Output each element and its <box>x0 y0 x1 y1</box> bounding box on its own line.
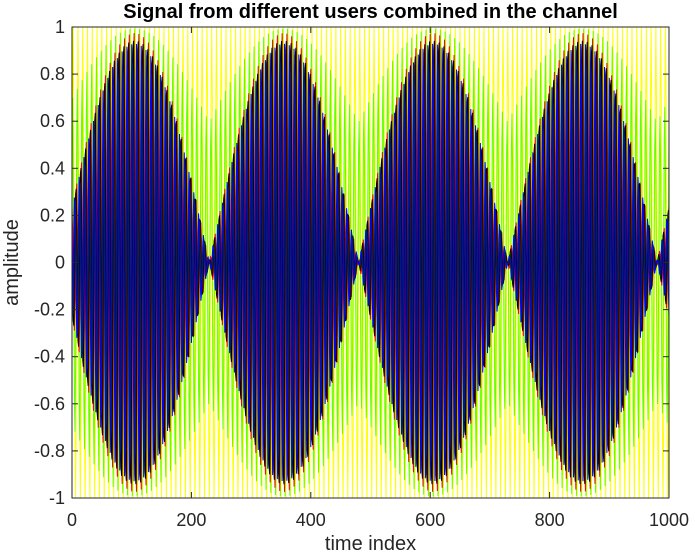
y-tick-label: 0.6 <box>40 111 65 131</box>
y-tick-label: 0 <box>55 253 65 273</box>
series-layer <box>71 26 670 499</box>
series-line-6 <box>71 43 670 482</box>
x-tick-label: 800 <box>535 510 565 530</box>
y-tick-label: 0.2 <box>40 205 65 225</box>
y-tick-label: -1 <box>49 488 65 508</box>
y-axis-label: amplitude <box>1 219 23 306</box>
y-tick-label: -0.2 <box>34 300 65 320</box>
x-tick-label: 1000 <box>649 510 689 530</box>
y-tick-label: 0.4 <box>40 158 65 178</box>
y-tick-label: -0.4 <box>34 347 65 367</box>
y-tick-label: 1 <box>55 17 65 37</box>
chart-title: Signal from different users combined in … <box>123 1 618 23</box>
x-axis-label: time index <box>325 533 416 555</box>
x-tick-label: 600 <box>415 510 445 530</box>
y-tick-label: -0.8 <box>34 441 65 461</box>
ticks-layer: 0 200 400 600 800 1000 -1 -0.8 -0.6 -0.4 -0.2 0 0.2 0… <box>34 17 689 530</box>
y-tick-label: -0.6 <box>34 394 65 414</box>
x-tick-label: 400 <box>296 510 326 530</box>
y-tick-label: 0.8 <box>40 64 65 84</box>
x-tick-label: 200 <box>176 510 206 530</box>
x-tick-label: 0 <box>67 510 77 530</box>
